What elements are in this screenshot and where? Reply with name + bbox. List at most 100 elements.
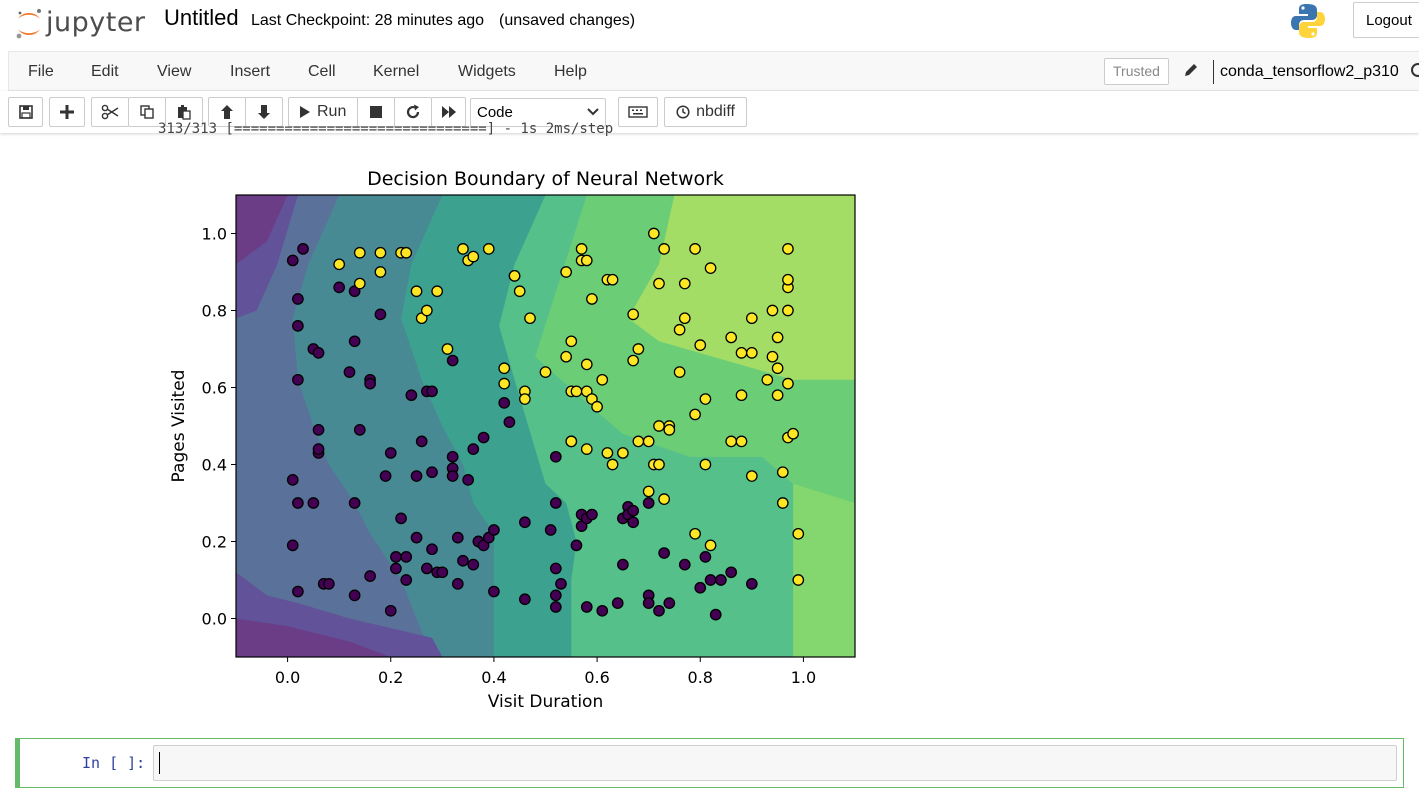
notebook-title[interactable]: Untitled (164, 5, 239, 30)
class0-point (555, 577, 567, 590)
class0-point (379, 470, 392, 482)
python-logo-icon (1290, 2, 1326, 40)
paste-button[interactable] (165, 97, 203, 127)
class1-point (673, 366, 686, 378)
save-button[interactable] (8, 97, 43, 127)
class0-point (715, 574, 727, 586)
restart-run-all-button[interactable] (431, 97, 466, 127)
class0-point (292, 497, 304, 509)
class1-point (735, 435, 748, 448)
scissors-icon (101, 104, 119, 120)
class0-point (343, 366, 356, 378)
class0-point (446, 450, 459, 463)
class0-point (519, 516, 531, 529)
class0-point (725, 566, 738, 579)
class0-point (658, 547, 670, 559)
class1-point (482, 243, 495, 255)
class0-point (312, 347, 325, 359)
cell-output-area: 313/313 [==============================]… (0, 121, 1419, 734)
class0-point (307, 497, 320, 509)
menu-help[interactable]: Help (554, 63, 587, 80)
class0-point (519, 593, 531, 606)
class1-point (735, 347, 748, 359)
code-cell[interactable]: In [ ]: (15, 738, 1404, 788)
text-cursor (159, 752, 160, 774)
class0-point (627, 516, 640, 529)
class1-point (508, 270, 521, 282)
class1-point (699, 393, 712, 405)
code-input[interactable] (153, 745, 1397, 781)
class0-point (292, 320, 304, 332)
class1-point (735, 389, 748, 402)
class0-point (580, 601, 593, 613)
move-down-button[interactable] (245, 97, 283, 127)
run-button[interactable]: Run (288, 97, 358, 127)
class1-point (575, 243, 588, 255)
class0-point (709, 608, 722, 621)
class1-point (513, 285, 526, 298)
class0-point (364, 377, 376, 390)
class1-point (627, 354, 640, 367)
class0-point (312, 423, 325, 436)
class0-point (390, 551, 402, 563)
copy-button[interactable] (128, 97, 166, 127)
interrupt-kernel-button[interactable] (357, 97, 395, 127)
menu-file[interactable]: File (28, 63, 54, 80)
class0-point (549, 497, 562, 509)
class1-point (699, 458, 712, 471)
class1-point (653, 458, 665, 471)
menu-view[interactable]: View (157, 63, 192, 80)
plus-icon (60, 105, 74, 119)
x-tick-label: 0.6 (584, 668, 609, 687)
data-points (286, 227, 805, 621)
class0-point (348, 497, 361, 509)
command-palette-button[interactable] (618, 97, 658, 127)
class1-point (580, 358, 593, 371)
class1-point (776, 497, 789, 509)
class0-point (570, 539, 583, 552)
stop-icon (370, 106, 382, 118)
menu-insert[interactable]: Insert (230, 63, 271, 80)
contour-region (236, 195, 433, 657)
class1-point (689, 243, 701, 255)
class0-point (642, 597, 655, 609)
jupyter-logo[interactable]: jupyter (14, 4, 146, 40)
menu-cell[interactable]: Cell (308, 63, 336, 80)
class1-point (745, 470, 758, 482)
insert-cell-button[interactable] (49, 97, 85, 127)
class0-point (384, 604, 397, 617)
move-up-button[interactable] (208, 97, 246, 127)
restart-kernel-button[interactable] (394, 97, 432, 127)
class1-point (745, 347, 758, 359)
jupyter-logo-icon (14, 5, 44, 39)
trusted-indicator[interactable]: Trusted (1104, 58, 1169, 85)
class0-point (653, 604, 665, 617)
class0-point (549, 589, 562, 602)
class0-point (663, 597, 676, 609)
cut-button[interactable] (91, 97, 129, 127)
class0-point (333, 281, 346, 294)
menu-edit[interactable]: Edit (91, 63, 119, 80)
kernel-name[interactable]: conda_tensorflow2_p310 (1220, 63, 1399, 80)
cell-type-select[interactable]: Code (470, 98, 606, 127)
kernel-status-icon (1411, 63, 1419, 77)
class0-point (446, 354, 459, 367)
edit-pencil-icon[interactable] (1182, 61, 1200, 79)
class0-point (745, 577, 758, 590)
class0-point (292, 293, 304, 305)
clock-icon (676, 105, 690, 119)
logout-button[interactable]: Logout (1353, 2, 1419, 38)
nbdiff-label: nbdiff (696, 103, 735, 120)
menu-kernel[interactable]: Kernel (373, 63, 420, 80)
keyboard-icon (628, 106, 648, 118)
class1-point (498, 377, 511, 390)
class1-point (591, 400, 603, 413)
nbdiff-button[interactable]: nbdiff (664, 97, 747, 127)
x-axis-label: Visit Duration (488, 692, 603, 712)
class0-point (627, 504, 640, 517)
menu-widgets[interactable]: Widgets (458, 63, 516, 80)
class0-point (353, 423, 366, 436)
class1-point (539, 366, 552, 378)
class0-point (395, 512, 407, 525)
class1-point (353, 246, 366, 259)
